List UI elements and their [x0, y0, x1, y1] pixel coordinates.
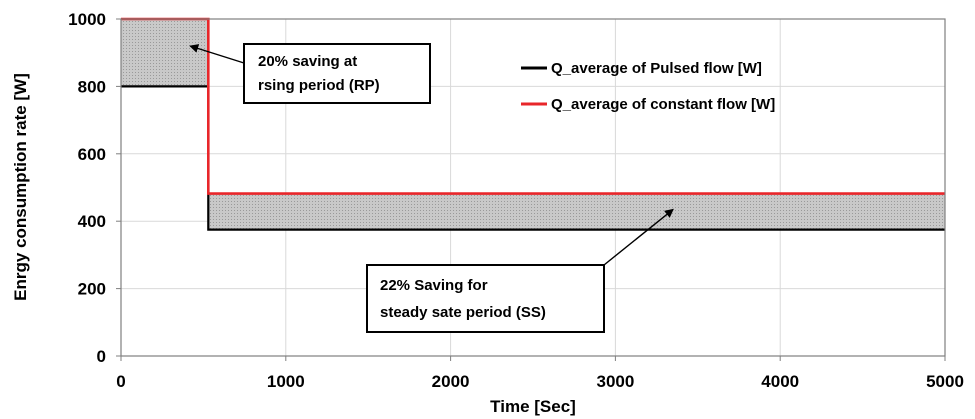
- saving-shaded-region: [208, 193, 945, 230]
- legend-label-pulsed-flow: Q_average of Pulsed flow [W]: [551, 60, 762, 77]
- x-axis-title: Time [Sec]: [490, 397, 576, 416]
- y-tick-label: 400: [78, 212, 106, 231]
- y-axis-title: Enrgy consumption rate [W]: [11, 73, 30, 301]
- y-tick-label: 600: [78, 145, 106, 164]
- plot-area-frame: [120, 18, 946, 357]
- y-tick-label: 0: [97, 347, 106, 366]
- callout-box-steady-state: [366, 264, 605, 333]
- x-tick-label: 2000: [432, 372, 470, 391]
- x-tick-label: 4000: [761, 372, 799, 391]
- callout-line-2: steady sate period (SS): [380, 304, 546, 321]
- callout-rising-period: 20% saving at rsing period (RP): [189, 43, 431, 104]
- x-tick-label: 3000: [596, 372, 634, 391]
- callout-line-2: rsing period (RP): [258, 77, 380, 94]
- y-tick-label: 200: [78, 280, 106, 299]
- legend: Q_average of Pulsed flow [W] Q_average o…: [521, 60, 775, 113]
- legend-label-constant-flow: Q_average of constant flow [W]: [551, 96, 775, 113]
- saving-shaded-region: [121, 19, 209, 87]
- x-tick-label: 1000: [267, 372, 305, 391]
- callout-arrow-rising-period: [189, 44, 245, 64]
- callout-line-1: 22% Saving for: [380, 277, 488, 294]
- y-tick-label: 800: [78, 77, 106, 96]
- callout-line-1: 20% saving at: [258, 53, 357, 70]
- x-axis-ticks: 0 1000 2000 3000 4000 5000: [116, 356, 964, 391]
- callout-steady-state: 22% Saving for steady sate period (SS): [366, 208, 674, 333]
- x-tick-label: 5000: [926, 372, 964, 391]
- y-axis-ticks: 0 200 400 600 800 1000: [68, 10, 121, 366]
- y-tick-label: 1000: [68, 10, 106, 29]
- callout-arrow-steady-state: [603, 208, 674, 266]
- x-tick-label: 0: [116, 372, 125, 391]
- callout-box-rising-period: [243, 43, 431, 104]
